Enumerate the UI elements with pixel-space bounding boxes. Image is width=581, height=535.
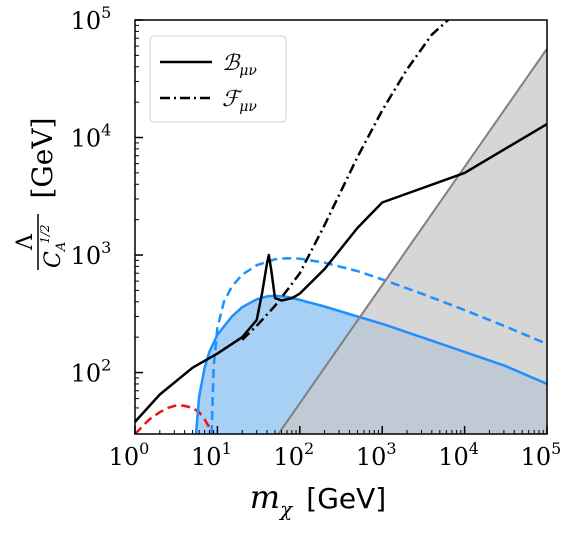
x-axis-label: mχ [GeV] (250, 478, 386, 521)
legend-box (149, 35, 287, 123)
y-axis-label: Λ CA1/2 [GeV] (13, 117, 69, 270)
plot-frame (134, 19, 548, 435)
x-tick-label: 105 (521, 439, 562, 471)
series-blue-dashed (210, 256, 547, 434)
y-tick-label: 105 (71, 3, 112, 35)
y-tick-label: 102 (71, 356, 112, 388)
x-tick-label: 103 (356, 439, 397, 471)
legend-label-b: ℬμν (222, 51, 257, 79)
series-b- (135, 123, 547, 423)
series-gray-boundary (277, 48, 547, 434)
axis-ticks: 100 101 102 103 104 105 102 103 104 105 (71, 3, 562, 471)
y-tick-label: 103 (71, 238, 112, 270)
y-tick-label: 104 (71, 121, 112, 153)
x-tick-label: 104 (438, 439, 479, 471)
series-f- (241, 20, 449, 341)
x-tick-label: 101 (191, 439, 232, 471)
y-label-denominator: CA1/2 (38, 224, 69, 268)
legend: ℬμν ℱμν (149, 35, 287, 123)
legend-label-f: ℱμν (222, 87, 257, 115)
y-label-numerator: Λ (13, 233, 38, 251)
series-lines (135, 20, 547, 434)
x-tick-label: 100 (109, 439, 150, 471)
series-red-dashed (135, 404, 215, 434)
x-tick-label: 102 (273, 439, 314, 471)
y-label-unit: [GeV] (26, 117, 59, 198)
